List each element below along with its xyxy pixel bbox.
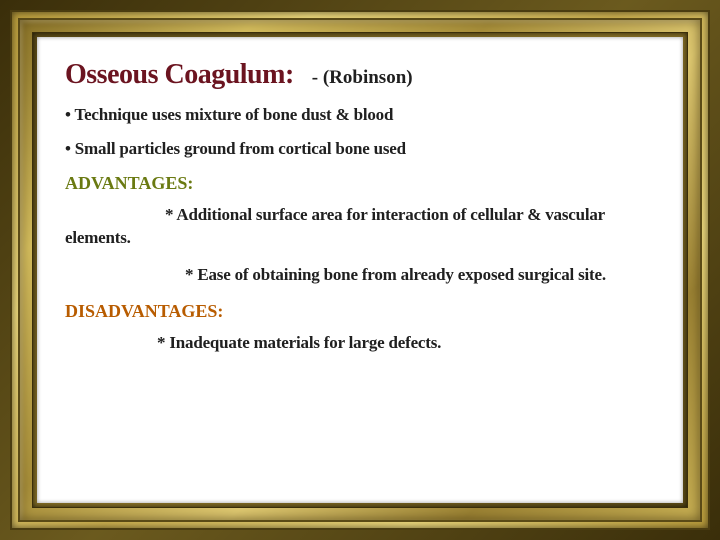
advantage-point: * Ease of obtaining bone from already ex… (65, 264, 655, 287)
disadvantages-heading: DISADVANTAGES: (65, 301, 655, 322)
bullet-item: • Small particles ground from cortical b… (65, 139, 655, 159)
advantage-point: * Additional surface area for interactio… (65, 204, 655, 250)
title-row: Osseous Coagulum: - (Robinson) (65, 59, 655, 91)
frame-mid2: Osseous Coagulum: - (Robinson) • Techniq… (18, 18, 702, 522)
author-attribution: - (Robinson) (312, 67, 413, 89)
slide-title: Osseous Coagulum: (65, 59, 294, 91)
frame-outer: Osseous Coagulum: - (Robinson) • Techniq… (0, 0, 720, 540)
disadvantage-point: * Inadequate materials for large defects… (65, 332, 655, 355)
slide-content: Osseous Coagulum: - (Robinson) • Techniq… (37, 37, 683, 503)
frame-inner: Osseous Coagulum: - (Robinson) • Techniq… (32, 32, 688, 508)
bullet-item: • Technique uses mixture of bone dust & … (65, 105, 655, 125)
advantages-heading: ADVANTAGES: (65, 173, 655, 194)
frame-mid1: Osseous Coagulum: - (Robinson) • Techniq… (10, 10, 710, 530)
